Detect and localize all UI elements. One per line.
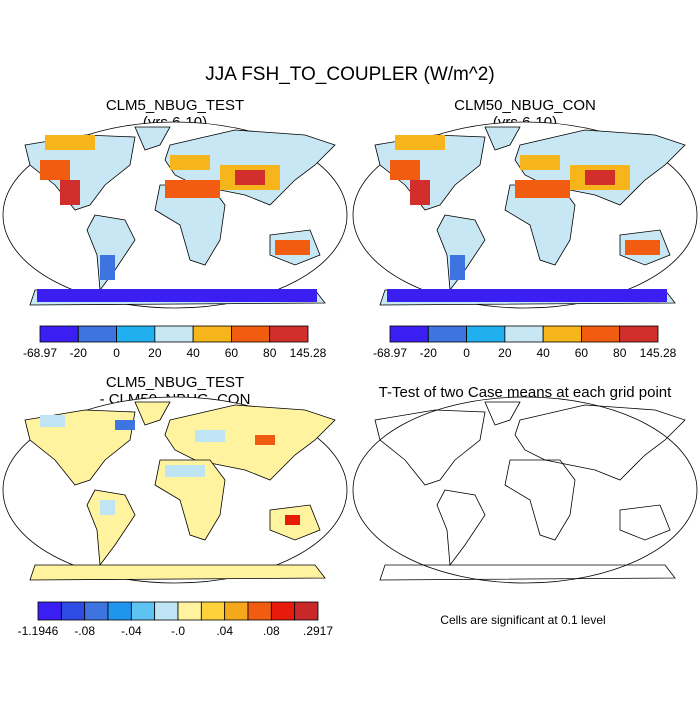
colorbar: -68.97 -20 0 20 40 60 80 145.28 [373,325,677,360]
colorbar: -1.1946 -.08 -.04 -.0 .04 .08 .2917 [18,601,333,638]
colorbar-box [37,601,62,621]
colorbar-box [154,601,179,621]
map [352,121,698,309]
panel-title: CLM5_NBUG_TEST [106,374,244,391]
colorbar-label: -1.1946 [18,624,59,638]
colorbar-label: 0 [113,346,120,360]
colorbar-label: 20 [498,346,512,360]
colorbar-box [542,325,582,343]
caption: Cells are significant at 0.1 level [440,613,605,627]
colorbar-box [154,325,194,343]
colorbar-box [270,601,296,621]
colorbar-label: 20 [148,346,162,360]
colorbar-box [224,601,249,621]
colorbar-box [177,601,202,621]
colorbar-label: 60 [225,346,239,360]
colorbar-label: 40 [186,346,200,360]
colorbar-box [619,325,659,343]
colorbar-box [389,325,429,343]
colorbar-box [504,325,544,343]
colorbar-label: -68.97 [373,346,407,360]
figure-title: JJA FSH_TO_COUPLER (W/m^2) [205,64,494,85]
colorbar-label: -68.97 [23,346,57,360]
colorbar-box [231,325,271,343]
colorbar-box [427,325,467,343]
map [2,396,348,584]
colorbar-box [247,601,272,621]
colorbar-box [130,601,156,621]
colorbar-label: .08 [263,624,280,638]
colorbar-label: .2917 [303,624,333,638]
colorbar-label: 0 [463,346,470,360]
colorbar-box [60,601,86,621]
colorbar-label: -20 [420,346,438,360]
panel-title: CLM50_NBUG_CON [454,97,596,114]
colorbar-box [84,601,109,621]
colorbar-label: 145.28 [290,346,327,360]
colorbar-box [581,325,621,343]
colorbar-label: -.0 [171,624,185,638]
colorbar-box [200,601,226,621]
colorbar-box [77,325,117,343]
map [352,396,698,584]
colorbar-box [107,601,132,621]
colorbar-label: -20 [70,346,88,360]
colorbar: -68.97 -20 0 20 40 60 80 145.28 [23,325,327,360]
colorbar-label: -.04 [121,624,142,638]
colorbar-label: 40 [536,346,550,360]
colorbar-label: .04 [216,624,233,638]
colorbar-box [39,325,79,343]
colorbar-label: 145.28 [640,346,677,360]
panel-title: CLM5_NBUG_TEST [106,97,244,114]
colorbar-label: -.08 [74,624,95,638]
panel-title: T-Test of two Case means at each grid po… [379,384,672,401]
colorbar-box [294,601,319,621]
colorbar-box [269,325,309,343]
colorbar-label: 80 [613,346,627,360]
colorbar-label: 80 [263,346,277,360]
colorbar-box [466,325,506,343]
map [2,121,348,309]
colorbar-box [192,325,232,343]
colorbar-box [116,325,156,343]
colorbar-label: 60 [575,346,589,360]
